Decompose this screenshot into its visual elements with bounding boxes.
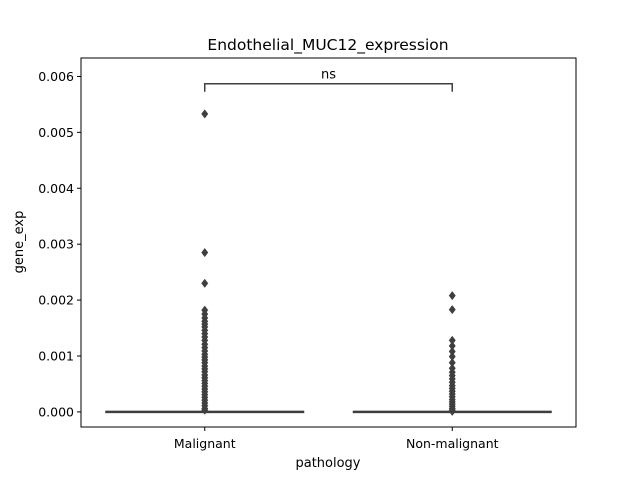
outlier-point bbox=[448, 304, 456, 315]
significance-label: ns bbox=[321, 68, 336, 83]
y-tick-label: 0.004 bbox=[38, 181, 74, 196]
plot-area: 0.000 0.001 0.002 0.003 0.004 0.005 0.006 Malig… bbox=[38, 68, 552, 451]
outlier-point bbox=[201, 247, 209, 258]
y-tick-label: 0.006 bbox=[38, 69, 74, 84]
y-tick-label: 0.000 bbox=[38, 404, 74, 419]
y-tick-label: 0.002 bbox=[38, 293, 74, 308]
y-tick-label: 0.003 bbox=[38, 237, 74, 252]
axes-frame bbox=[80, 57, 577, 428]
x-axis-label: pathology bbox=[295, 456, 360, 471]
outlier-point bbox=[201, 109, 209, 119]
x-tick-label: Malignant bbox=[174, 436, 236, 451]
y-tick-label: 0.001 bbox=[38, 348, 74, 363]
y-axis-label: gene_exp bbox=[12, 211, 27, 274]
outlier-point bbox=[201, 405, 209, 415]
outlier-point bbox=[201, 278, 209, 288]
outlier-point bbox=[448, 406, 456, 416]
x-tick-label: Non-malignant bbox=[406, 436, 499, 451]
significance-bracket bbox=[204, 82, 453, 92]
y-tick-label: 0.005 bbox=[38, 125, 74, 140]
outlier-point bbox=[448, 291, 456, 301]
chart-title: Endothelial_MUC12_expression bbox=[207, 36, 448, 55]
